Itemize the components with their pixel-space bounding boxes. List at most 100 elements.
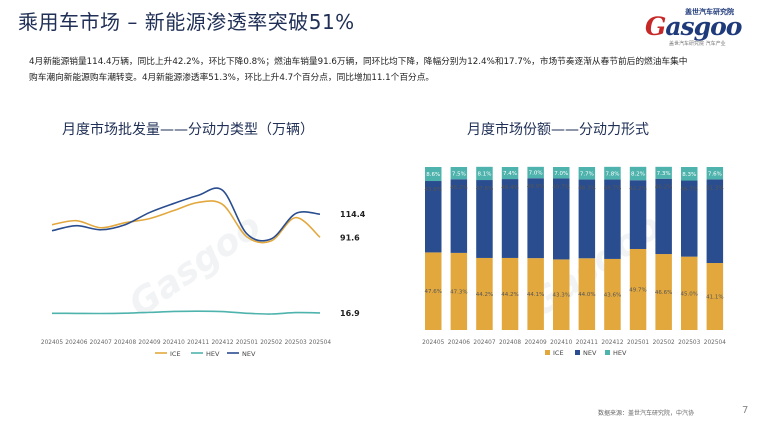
x-tick-label: 202406 bbox=[65, 340, 87, 346]
x-tick-label: 202504 bbox=[309, 340, 331, 346]
bar-segment-ice bbox=[553, 259, 570, 330]
data-label-ice: 44.1% bbox=[527, 292, 544, 298]
bar-segment-ice bbox=[578, 258, 596, 330]
bar-segment-ice bbox=[604, 258, 621, 330]
x-tick-label: 202411 bbox=[576, 340, 598, 346]
data-label-nev: 46.7% bbox=[681, 187, 698, 193]
x-tick-label: 202504 bbox=[704, 340, 726, 346]
bar-segment-ice bbox=[476, 257, 493, 330]
data-label-ice: 49.7% bbox=[629, 287, 646, 293]
data-label-hev: 7.0% bbox=[529, 171, 543, 177]
bar-segment-nev bbox=[655, 178, 672, 255]
x-tick-label: 202407 bbox=[473, 340, 495, 346]
data-label-nev: 48.7% bbox=[604, 186, 621, 192]
data-label-nev: 43.8% bbox=[425, 187, 442, 193]
x-tick-label: 202407 bbox=[90, 340, 112, 346]
line-series-hev bbox=[51, 310, 321, 315]
data-label-hev: 8.2% bbox=[631, 172, 645, 178]
bar-segment-ice bbox=[527, 258, 544, 330]
bar-segment-hev bbox=[553, 167, 570, 179]
bar-segment-hev bbox=[629, 166, 647, 181]
bar-segment-hev bbox=[527, 166, 544, 179]
legend-label-nev: NEV bbox=[242, 350, 256, 358]
summary-line-1: 4月新能源销量114.4万辆，同比上升42.2%，环比下降0.8%；燃油车销量9… bbox=[29, 57, 688, 67]
end-label-ice: 91.6 bbox=[340, 233, 360, 242]
data-label-nev: 51.3% bbox=[706, 185, 723, 191]
data-label-nev: 46.2% bbox=[655, 185, 672, 191]
gasgoo-logo: 盖世汽车研究院 Gasgoo 盖世汽车研究院 汽车产业 bbox=[645, 8, 742, 47]
legend-label-hev: HEV bbox=[206, 350, 220, 358]
data-label-ice: 43.3% bbox=[553, 293, 570, 299]
bar-segment-hev bbox=[681, 167, 698, 181]
x-tick-label: 202405 bbox=[422, 340, 444, 346]
legend-swatch-hev bbox=[605, 350, 610, 355]
bar-segment-nev bbox=[425, 181, 442, 253]
bar-segment-nev bbox=[706, 179, 724, 264]
x-tick-label: 202410 bbox=[550, 340, 572, 346]
bar-segment-hev bbox=[450, 167, 468, 180]
summary-line-2: 购车潮向新能源购车潮转变。4月新能源渗透率51.3%，环比上升4.7个百分点，同… bbox=[29, 73, 435, 83]
data-label-ice: 47.3% bbox=[450, 289, 467, 295]
data-label-hev: 7.4% bbox=[503, 171, 517, 177]
x-tick-label: 202409 bbox=[525, 340, 547, 346]
bar-segment-nev bbox=[476, 180, 493, 258]
x-tick-label: 202410 bbox=[163, 340, 185, 346]
x-tick-label: 202405 bbox=[41, 340, 63, 346]
data-label-ice: 46.6% bbox=[655, 290, 672, 296]
legend-label-ice: ICE bbox=[170, 350, 181, 358]
data-label-nev: 42.2% bbox=[629, 186, 646, 192]
x-tick-label: 202502 bbox=[260, 340, 282, 346]
bar-segment-hev bbox=[578, 167, 596, 180]
bar-segment-ice bbox=[450, 252, 468, 330]
data-label-nev: 49.0% bbox=[527, 184, 544, 190]
bar-segment-nev bbox=[681, 180, 698, 257]
data-label-ice: 44.2% bbox=[501, 292, 518, 298]
x-tick-label: 202501 bbox=[627, 340, 649, 346]
x-tick-label: 202406 bbox=[448, 340, 470, 346]
data-label-nev: 48.3% bbox=[578, 186, 595, 192]
x-tick-label: 202408 bbox=[499, 340, 521, 346]
data-label-ice: 43.6% bbox=[604, 292, 621, 298]
data-label-hev: 8.1% bbox=[477, 172, 491, 178]
bar-segment-hev bbox=[655, 166, 672, 179]
data-label-hev: 7.5% bbox=[452, 171, 466, 177]
end-label-hev: 16.9 bbox=[340, 309, 360, 318]
data-label-nev: 49.7% bbox=[553, 184, 570, 190]
x-tick-label: 202502 bbox=[653, 340, 675, 346]
stacked-bar-chart: 47.6% 43.8% 8.6% 202405 47.3% 45.2% 7.5% 202406… bbox=[422, 166, 726, 357]
line-chart-title: 月度市场批发量——分动力类型（万辆） bbox=[62, 122, 314, 138]
x-tick-label: 202412 bbox=[211, 340, 233, 346]
bar-segment-ice bbox=[629, 248, 647, 330]
data-label-nev: 45.2% bbox=[450, 185, 467, 191]
line-series-nev bbox=[51, 187, 321, 242]
data-label-hev: 8.3% bbox=[682, 172, 696, 178]
x-tick-label: 202412 bbox=[601, 340, 623, 346]
bar-segment-hev bbox=[604, 166, 621, 180]
data-label-ice: 45.0% bbox=[681, 291, 698, 297]
legend-label-ice: ICE bbox=[553, 349, 564, 357]
data-label-ice: 41.1% bbox=[706, 295, 723, 301]
data-label-nev: 48.4% bbox=[501, 185, 518, 191]
legend-swatch-ice bbox=[545, 350, 550, 355]
data-label-hev: 7.8% bbox=[605, 171, 619, 177]
legend-label-nev: NEV bbox=[583, 349, 597, 357]
bar-segment-nev bbox=[604, 179, 621, 259]
bar-segment-ice bbox=[501, 257, 519, 330]
bar-segment-nev bbox=[450, 179, 468, 253]
bar-segment-hev bbox=[706, 167, 724, 180]
x-tick-label: 202503 bbox=[678, 340, 700, 346]
bar-chart-title: 月度市场份额——分动力形式 bbox=[467, 122, 649, 138]
x-tick-label: 202501 bbox=[236, 340, 258, 346]
x-tick-label: 202411 bbox=[187, 340, 209, 346]
data-label-ice: 44.2% bbox=[476, 292, 493, 298]
data-label-hev: 7.0% bbox=[554, 171, 568, 177]
data-source: 数据来源：盖世汽车研究院，中汽协 bbox=[598, 410, 695, 417]
legend-label-hev: HEV bbox=[613, 349, 627, 357]
bar-segment-nev bbox=[527, 178, 544, 259]
x-tick-label: 202408 bbox=[114, 340, 136, 346]
bar-segment-ice bbox=[706, 263, 724, 330]
bar-segment-nev bbox=[553, 178, 570, 260]
bar-segment-nev bbox=[578, 179, 596, 259]
data-label-hev: 7.6% bbox=[708, 171, 722, 177]
